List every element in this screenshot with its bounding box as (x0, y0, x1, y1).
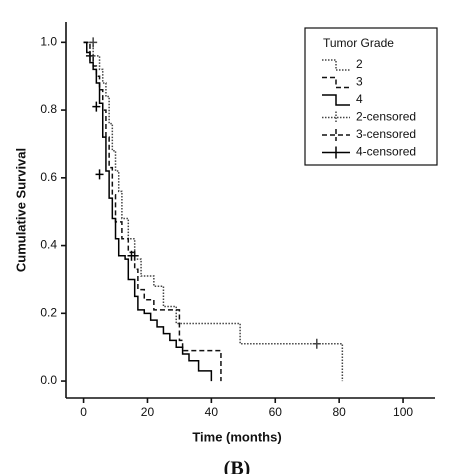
y-tick-label: 1.0 (40, 34, 57, 48)
legend-swatch (322, 94, 350, 106)
x-tick-label: 20 (141, 405, 155, 419)
survival-curve (83, 41, 344, 382)
x-tick-label: 0 (80, 405, 87, 419)
survival-curve (83, 41, 213, 382)
x-tick-label: 80 (332, 405, 346, 419)
x-tick-label: 100 (393, 405, 413, 419)
censor-mark (89, 37, 98, 48)
legend-label: 3-censored (356, 127, 416, 141)
legend-label: 4 (356, 92, 363, 106)
legend-swatch (322, 59, 350, 71)
legend-title: Tumor Grade (323, 36, 394, 50)
y-tick-label: 0.2 (40, 305, 57, 319)
censor-mark (85, 50, 94, 61)
legend-label: 3 (356, 75, 363, 89)
caption: (B) (224, 458, 251, 474)
y-tick-label: 0.4 (40, 238, 57, 252)
legend-label: 2 (356, 57, 363, 71)
y-axis-label: Cumulative Survival (13, 148, 28, 272)
survival-curve (83, 41, 222, 382)
legend-label: 4-censored (356, 145, 416, 159)
legend-swatch (322, 111, 350, 124)
legend-swatch (322, 146, 350, 159)
legend-swatch (322, 76, 350, 89)
y-tick-label: 0.6 (40, 170, 57, 184)
legend-swatch (322, 129, 350, 141)
censor-mark (95, 169, 104, 180)
x-tick-label: 40 (205, 405, 219, 419)
x-axis-label: Time (months) (192, 429, 281, 444)
legend-box (304, 27, 438, 166)
censor-mark (127, 250, 136, 261)
y-tick-label: 0.8 (40, 102, 57, 116)
censor-mark (312, 338, 321, 349)
legend-label: 2-censored (356, 110, 416, 124)
x-tick-label: 60 (269, 405, 283, 419)
y-tick-label: 0.0 (40, 373, 57, 387)
censor-mark (92, 101, 101, 112)
